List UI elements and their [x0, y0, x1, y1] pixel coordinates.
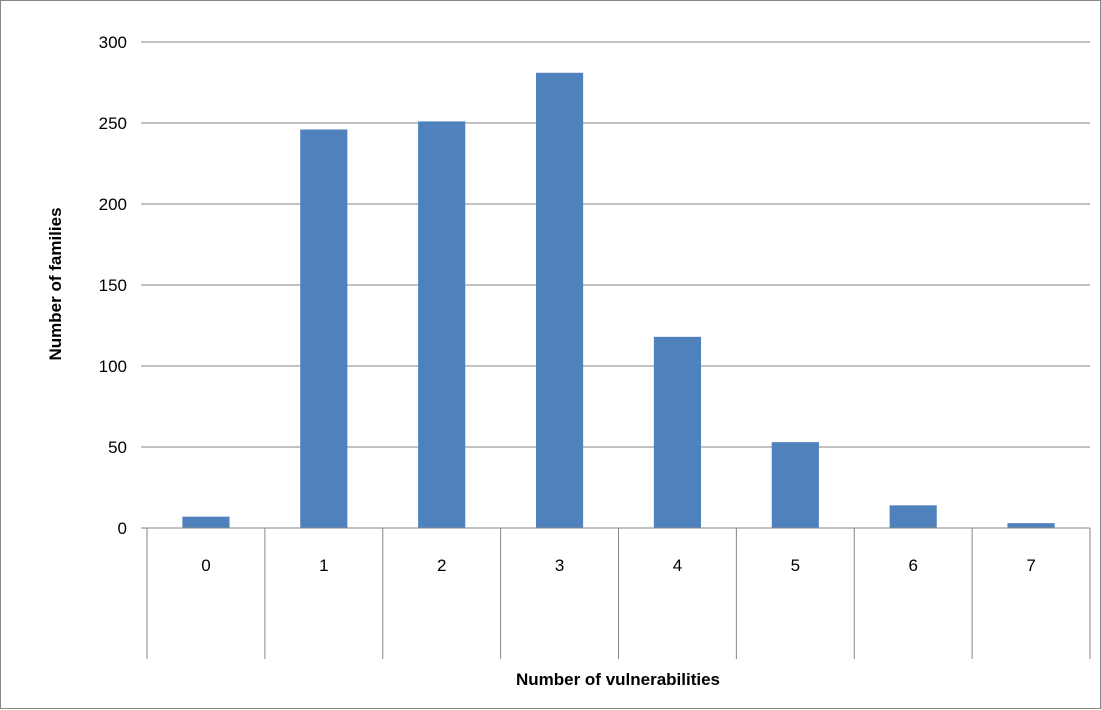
y-tick-label: 100 [99, 357, 127, 376]
x-tick-label: 2 [437, 556, 446, 575]
x-tick-label: 3 [555, 556, 564, 575]
bars [182, 72, 1055, 529]
x-tick-labels: 0 1 2 3 4 5 6 7 [201, 556, 1036, 575]
bar-7 [1007, 523, 1055, 528]
x-axis [146, 527, 1091, 659]
y-axis-title: Number of families [46, 207, 65, 360]
x-axis-title: Number of vulnerabilities [516, 670, 720, 689]
x-tick-label: 1 [319, 556, 328, 575]
x-tick-label: 0 [201, 556, 210, 575]
bar-3 [535, 72, 584, 528]
bar-4 [653, 336, 702, 528]
y-tick-label: 300 [99, 33, 127, 52]
x-tick-label: 7 [1026, 556, 1035, 575]
y-tick-label: 250 [99, 114, 127, 133]
x-tick-label: 5 [791, 556, 800, 575]
bar-0 [182, 516, 230, 528]
y-tick-label: 50 [108, 438, 127, 457]
y-tick-label: 0 [118, 519, 127, 538]
x-tick-label: 6 [908, 556, 917, 575]
y-tick-label: 200 [99, 195, 127, 214]
y-tick-labels: 0 50 100 150 200 250 300 [99, 33, 127, 538]
y-tick-label: 150 [99, 276, 127, 295]
bar-1 [300, 129, 348, 529]
gridlines [141, 41, 1090, 529]
x-tick-label: 4 [673, 556, 682, 575]
bar-2 [418, 121, 466, 528]
bar-5 [771, 442, 819, 528]
bar-6 [889, 505, 937, 528]
